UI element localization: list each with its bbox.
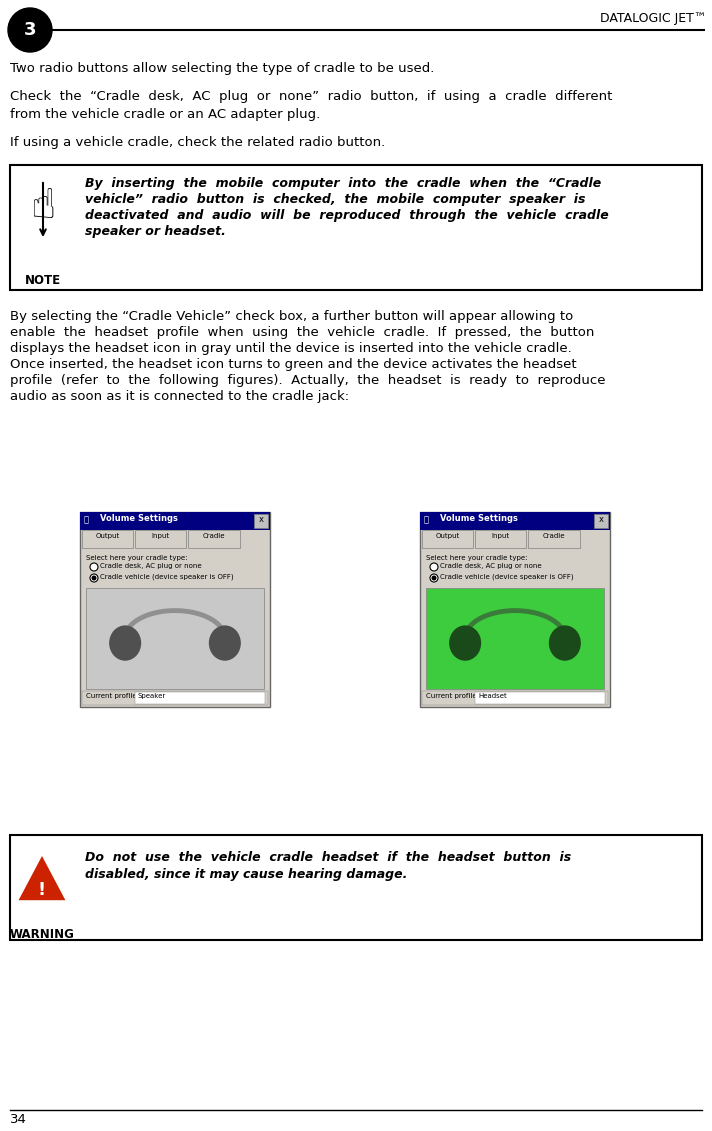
Text: WARNING: WARNING — [9, 929, 75, 941]
Ellipse shape — [109, 625, 141, 661]
Text: 🔉: 🔉 — [424, 515, 429, 524]
Bar — [135, 692, 265, 703]
Circle shape — [431, 576, 436, 580]
Text: vehicle”  radio  button  is  checked,  the  mobile  computer  speaker  is: vehicle” radio button is checked, the mo… — [85, 193, 585, 206]
Text: Two radio buttons allow selecting the type of cradle to be used.: Two radio buttons allow selecting the ty… — [10, 62, 434, 75]
Text: Volume Settings: Volume Settings — [440, 513, 518, 523]
Text: By  inserting  the  mobile  computer  into  the  cradle  when  the  “Cradle: By inserting the mobile computer into th… — [85, 176, 601, 190]
Bar — [422, 530, 473, 549]
Text: Select here your cradle type:: Select here your cradle type: — [86, 555, 187, 561]
Bar — [86, 588, 264, 689]
Circle shape — [430, 563, 438, 571]
Text: DATALOGIC JET™: DATALOGIC JET™ — [600, 12, 706, 25]
Text: deactivated  and  audio  will  be  reproduced  through  the  vehicle  cradle: deactivated and audio will be reproduced… — [85, 209, 609, 222]
Text: Current profile:   Headset: Current profile: Headset — [426, 693, 515, 699]
Ellipse shape — [449, 625, 481, 661]
Bar — [594, 513, 608, 528]
Text: Input: Input — [152, 533, 170, 539]
Circle shape — [90, 575, 98, 582]
Bar — [80, 512, 270, 530]
Bar — [426, 588, 604, 689]
Circle shape — [8, 8, 52, 52]
Bar — [420, 512, 610, 707]
Bar — [10, 835, 702, 940]
Text: Volume Settings: Volume Settings — [100, 513, 178, 523]
Bar — [420, 512, 610, 530]
Text: Once inserted, the headset icon turns to green and the device activates the head: Once inserted, the headset icon turns to… — [10, 359, 577, 371]
Bar — [82, 530, 133, 549]
Text: profile  (refer  to  the  following  figures).  Actually,  the  headset  is  rea: profile (refer to the following figures)… — [10, 374, 605, 387]
Bar — [475, 530, 526, 549]
Text: By selecting the “Cradle Vehicle” check box, a further button will appear allowi: By selecting the “Cradle Vehicle” check … — [10, 310, 573, 323]
Text: Current profile:   Speaker: Current profile: Speaker — [86, 693, 174, 699]
Bar — [135, 530, 187, 549]
Text: Cradle vehicle (device speaker is OFF): Cradle vehicle (device speaker is OFF) — [100, 575, 234, 580]
Text: x: x — [599, 515, 604, 524]
Text: audio as soon as it is connected to the cradle jack:: audio as soon as it is connected to the … — [10, 390, 349, 403]
Polygon shape — [19, 856, 66, 900]
Text: enable  the  headset  profile  when  using  the  vehicle  cradle.  If  pressed, : enable the headset profile when using th… — [10, 326, 595, 339]
Circle shape — [92, 576, 97, 580]
Text: 34: 34 — [10, 1113, 27, 1126]
Text: speaker or headset.: speaker or headset. — [85, 225, 226, 238]
Text: disabled, since it may cause hearing damage.: disabled, since it may cause hearing dam… — [85, 867, 407, 881]
Bar — [189, 530, 240, 549]
Bar — [254, 513, 268, 528]
Text: 3: 3 — [23, 21, 36, 38]
Text: !: ! — [38, 881, 46, 899]
Text: Input: Input — [492, 533, 510, 539]
Text: Output: Output — [436, 533, 460, 539]
Ellipse shape — [209, 625, 241, 661]
Text: Output: Output — [95, 533, 120, 539]
Bar — [422, 691, 608, 705]
Text: Do  not  use  the  vehicle  cradle  headset  if  the  headset  button  is: Do not use the vehicle cradle headset if… — [85, 851, 571, 864]
Text: x: x — [258, 515, 263, 524]
Text: NOTE: NOTE — [25, 274, 61, 287]
Text: Cradle: Cradle — [543, 533, 565, 539]
Bar — [10, 165, 702, 290]
Text: 🔉: 🔉 — [84, 515, 89, 524]
Text: Headset: Headset — [478, 693, 507, 699]
Circle shape — [430, 575, 438, 582]
Bar — [475, 692, 605, 703]
Bar — [528, 530, 580, 549]
Text: displays the headset icon in gray until the device is inserted into the vehicle : displays the headset icon in gray until … — [10, 342, 572, 355]
Text: ☝: ☝ — [31, 185, 56, 227]
Ellipse shape — [549, 625, 581, 661]
Text: Cradle vehicle (device speaker is OFF): Cradle vehicle (device speaker is OFF) — [440, 575, 574, 580]
Circle shape — [90, 563, 98, 571]
Text: Speaker: Speaker — [138, 693, 166, 699]
Text: Select here your cradle type:: Select here your cradle type: — [426, 555, 528, 561]
Text: Cradle desk, AC plug or none: Cradle desk, AC plug or none — [100, 563, 201, 569]
Text: from the vehicle cradle or an AC adapter plug.: from the vehicle cradle or an AC adapter… — [10, 107, 320, 121]
Text: Cradle: Cradle — [203, 533, 225, 539]
Bar — [80, 512, 270, 707]
Text: Check  the  “Cradle  desk,  AC  plug  or  none”  radio  button,  if  using  a  c: Check the “Cradle desk, AC plug or none”… — [10, 90, 612, 103]
Bar — [82, 691, 268, 705]
Text: If using a vehicle cradle, check the related radio button.: If using a vehicle cradle, check the rel… — [10, 136, 385, 149]
Text: Cradle desk, AC plug or none: Cradle desk, AC plug or none — [440, 563, 542, 569]
